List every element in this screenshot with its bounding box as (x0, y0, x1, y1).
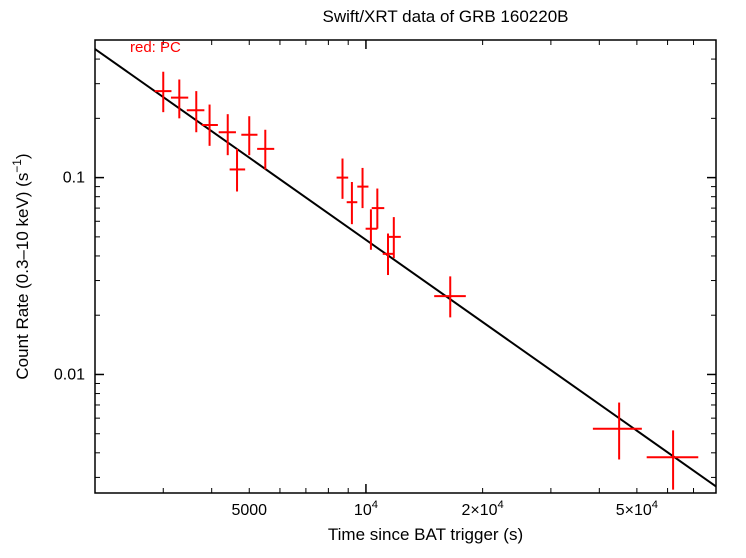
light-curve-chart: 5000 104 2×104 5×104 0.01 0.1 Swift/XRT data o… (0, 0, 746, 558)
y-axis-label: Count Rate (0.3–10 keV) (s−1) (10, 153, 32, 379)
chart-title: Swift/XRT data of GRB 160220B (322, 7, 568, 26)
x-tick-label: 104 (354, 499, 378, 519)
x-axis-label: Time since BAT trigger (s) (328, 525, 523, 544)
x-tick-label: 5×104 (616, 499, 658, 519)
y-tick-label: 0.1 (63, 170, 85, 187)
legend-text: red: PC (130, 39, 181, 56)
x-tick-label: 5000 (231, 502, 267, 519)
fit-line (95, 49, 716, 486)
y-tick-label: 0.01 (54, 366, 85, 383)
x-tick-label: 2×104 (461, 499, 503, 519)
